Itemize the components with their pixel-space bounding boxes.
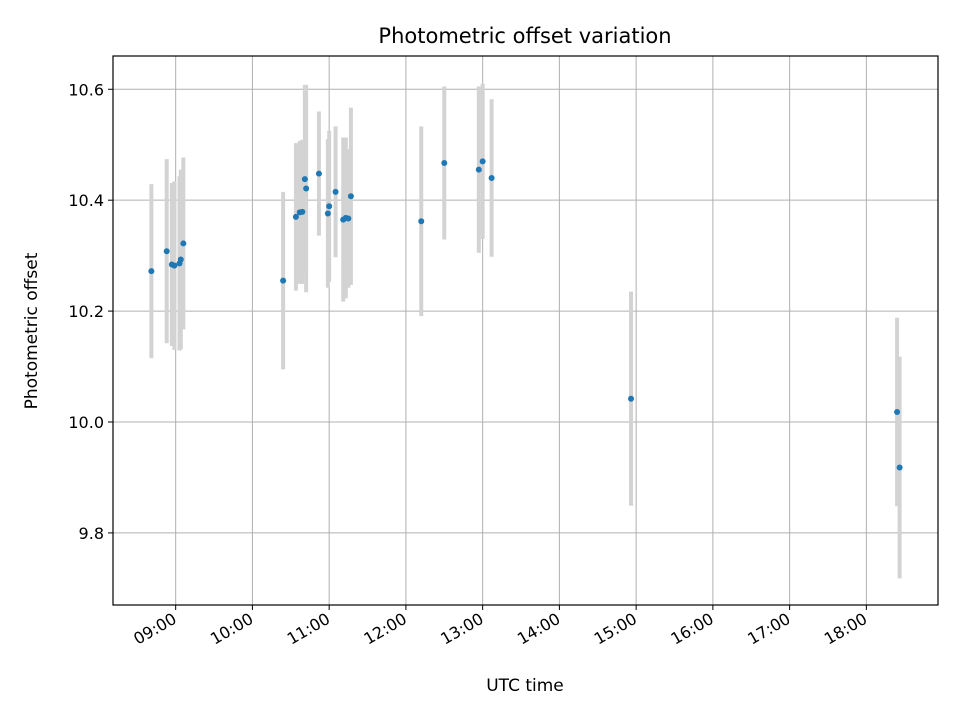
y-tick-label: 9.8 [79,524,104,543]
data-point [475,166,482,173]
data-point [303,185,310,192]
chart-title: Photometric offset variation [378,24,671,48]
plot-frame [112,55,939,606]
data-point [441,160,448,167]
data-point [332,188,339,195]
data-point [280,277,287,284]
y-tick-label: 10.2 [68,302,104,321]
data-point [347,193,354,200]
data-point [148,268,155,275]
data-point [301,176,308,183]
data-point [292,213,299,220]
data-point [177,256,184,263]
data-point [345,215,352,222]
data-point [479,158,486,165]
data-point [299,208,306,215]
data-point [326,203,333,210]
data-point [315,170,322,177]
data-points [148,158,903,471]
y-tick-label: 10.0 [68,413,104,432]
y-axis: 9.8 10.0 10.2 10.4 10.6 [68,80,113,543]
data-point [896,464,903,471]
x-axis-label: UTC time [486,676,564,696]
y-tick-label: 10.6 [68,80,104,99]
y-axis-label: Photometric offset [22,252,42,409]
data-point [418,218,425,225]
data-point [894,409,901,416]
data-point [324,210,331,217]
data-point [488,175,495,181]
data-point [628,395,635,402]
y-tick-label: 10.4 [68,191,104,210]
data-point [163,248,170,255]
data-point [180,240,187,247]
data-point [171,262,178,269]
